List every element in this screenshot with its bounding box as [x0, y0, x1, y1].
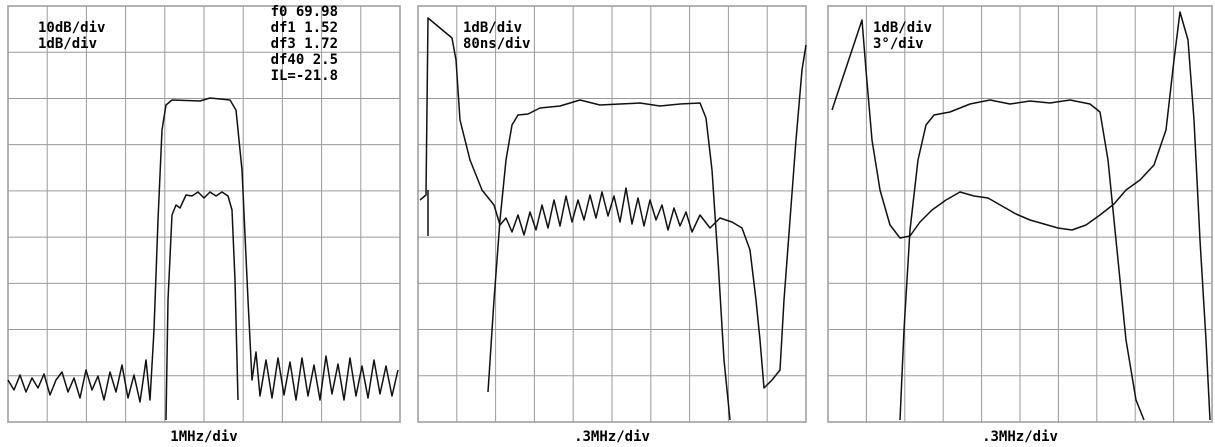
readout: f0 69.98 [271, 4, 338, 20]
scale-label: 1dB/div [873, 20, 932, 36]
scale-label: 3°/div [873, 36, 924, 52]
trace [7, 97, 399, 403]
scale-label: 1dB/div [38, 36, 97, 52]
footer: .3MHz/div [982, 429, 1058, 445]
scale-label: 1dB/div [463, 20, 522, 36]
trace [899, 99, 1145, 421]
footer: .3MHz/div [574, 429, 650, 445]
trace [165, 191, 239, 421]
readout: df40 2.5 [271, 52, 338, 68]
readout: df3 1.72 [271, 36, 338, 52]
readout: IL=-21.8 [271, 68, 338, 84]
readout: df1 1.52 [271, 20, 338, 36]
trace [487, 99, 731, 421]
footer: 1MHz/div [170, 429, 237, 445]
scale-label: 10dB/div [38, 20, 105, 36]
grids [7, 5, 1213, 423]
trace [419, 17, 807, 389]
trace [831, 11, 1211, 421]
scale-label: 80ns/div [463, 36, 530, 52]
